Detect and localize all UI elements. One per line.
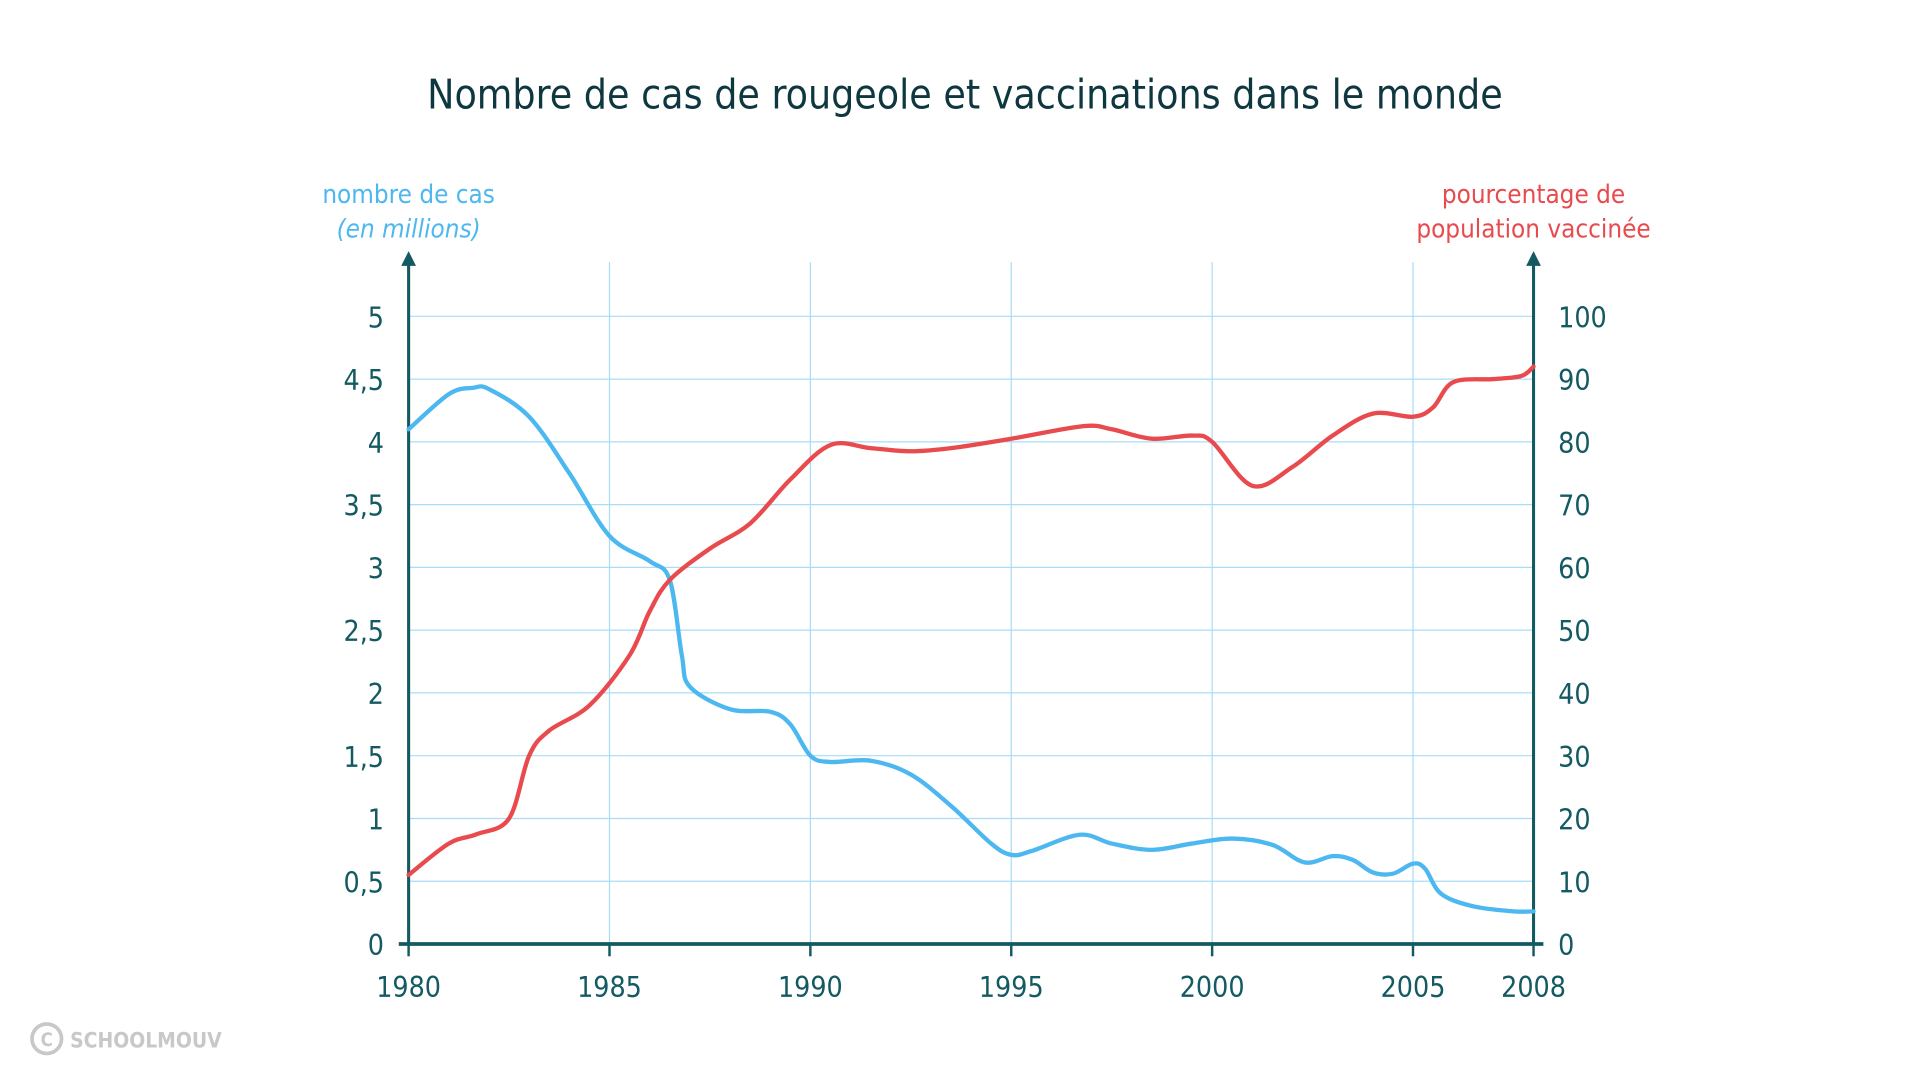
- y-left-tick-label: 3,5: [344, 490, 384, 523]
- x-tick-label: 2000: [1180, 971, 1245, 1004]
- y-left-arrow-icon: [401, 251, 416, 266]
- x-tick-label: 2005: [1381, 971, 1446, 1004]
- left-axis-label-line2: (en millions): [337, 215, 481, 245]
- y-left-tick-label: 1: [368, 804, 384, 837]
- copyright-icon: [30, 1022, 64, 1056]
- y-right-tick-label: 20: [1558, 804, 1590, 837]
- right-axis-label-line1: pourcentage de: [1442, 180, 1625, 210]
- y-left-tick-label: 1,5: [344, 741, 384, 774]
- right-axis-label-line2: population vaccinée: [1416, 215, 1650, 245]
- x-tick-label: 1990: [778, 971, 843, 1004]
- y-right-tick-label: 60: [1558, 552, 1590, 585]
- watermark: C SCHOOLMOUV: [30, 1022, 222, 1056]
- y-right-tick-label: 90: [1558, 364, 1590, 397]
- y-right-tick-label: 0: [1558, 929, 1574, 962]
- svg-text:C: C: [41, 1030, 53, 1051]
- y-left-tick-label: 4: [368, 427, 384, 460]
- x-tick-label: 2008: [1501, 971, 1566, 1004]
- x-tick-label: 1985: [577, 971, 642, 1004]
- y-left-tick-label: 2: [368, 678, 384, 711]
- axes: [398, 251, 1544, 957]
- y-right-tick-label: 40: [1558, 678, 1590, 711]
- y-left-tick-label: 0,5: [344, 866, 384, 899]
- y-right-tick-label: 50: [1558, 615, 1590, 648]
- chart-title: Nombre de cas de rougeole et vaccination…: [427, 70, 1503, 118]
- cases-line: [406, 384, 1536, 914]
- y-right-tick-label: 100: [1558, 301, 1607, 334]
- tick-labels: 0 0 0,5 10 1 20 1,5 30 2 40 2,5 50 3 60 3,5 70 4 80 4,5 90 5…: [344, 301, 1607, 1004]
- x-tick-label: 1980: [376, 971, 441, 1004]
- y-right-tick-label: 80: [1558, 427, 1590, 460]
- series-lines: [406, 364, 1536, 914]
- watermark-text: SCHOOLMOUV: [70, 1028, 222, 1052]
- grid: [408, 262, 1534, 944]
- y-left-tick-label: 2,5: [344, 615, 384, 648]
- y-left-tick-label: 0: [368, 929, 384, 962]
- vaccination-line: [406, 364, 1536, 878]
- y-right-tick-label: 70: [1558, 490, 1590, 523]
- y-right-tick-label: 30: [1558, 741, 1590, 774]
- x-tick-label: 1995: [979, 971, 1044, 1004]
- y-right-arrow-icon: [1526, 251, 1541, 266]
- y-left-tick-label: 5: [368, 301, 384, 334]
- y-left-tick-label: 3: [368, 552, 384, 585]
- y-left-tick-label: 4,5: [344, 364, 384, 397]
- left-axis-label-line1: nombre de cas: [322, 180, 495, 210]
- y-right-tick-label: 10: [1558, 866, 1590, 899]
